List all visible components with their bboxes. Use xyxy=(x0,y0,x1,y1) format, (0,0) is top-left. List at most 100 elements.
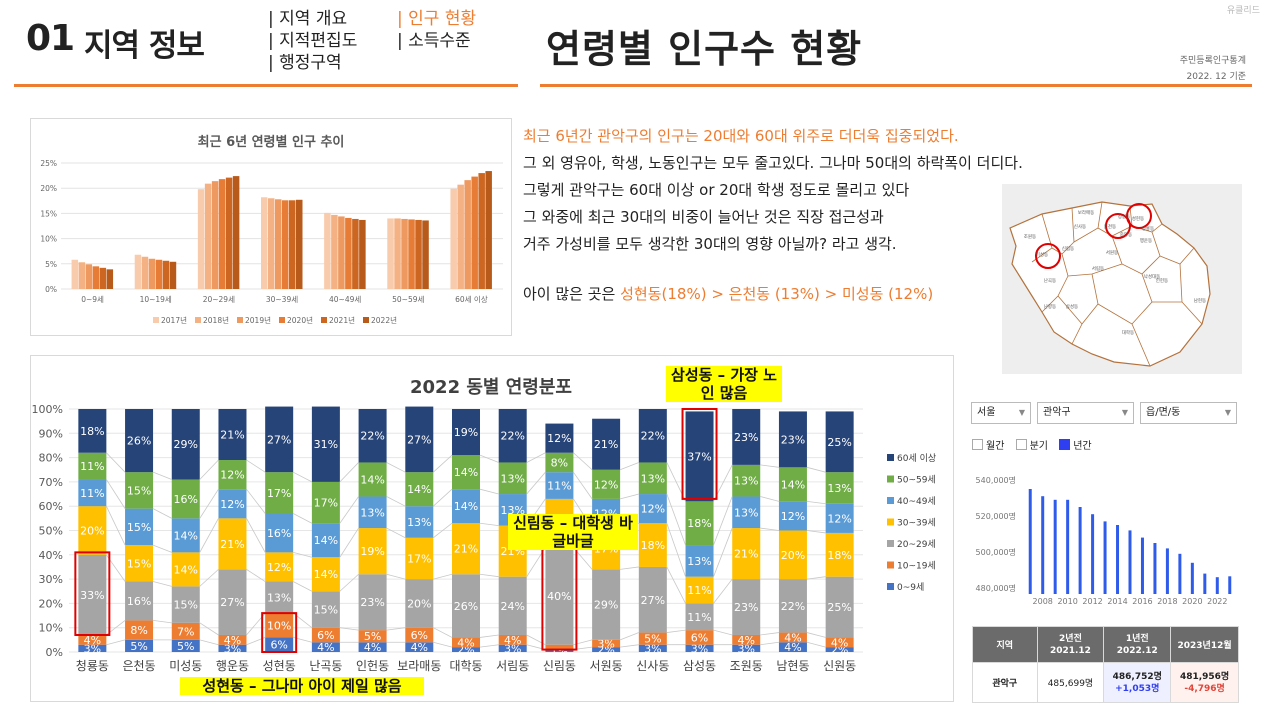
stacked-bar-segment xyxy=(171,622,200,640)
data-label: 19% xyxy=(454,426,478,439)
bar xyxy=(1178,553,1182,594)
stacked-bar-segment xyxy=(778,411,807,468)
data-label: 20% xyxy=(407,597,431,610)
bar xyxy=(359,219,366,289)
data-label: 3% xyxy=(597,637,614,650)
bar xyxy=(232,176,240,289)
data-label: 18% xyxy=(827,549,851,562)
series-line xyxy=(479,522,499,527)
series-line xyxy=(666,566,686,604)
dropdown-dong[interactable]: 읍/면/동 ▼ xyxy=(1140,402,1237,424)
stacked-bar-segment xyxy=(778,467,807,502)
stacked-bar-segment xyxy=(452,455,480,490)
data-label: 22% xyxy=(500,430,524,443)
series-line xyxy=(760,641,779,646)
stacked-bar-segment xyxy=(545,644,574,650)
data-label: 13% xyxy=(360,506,384,519)
data-label: 27% xyxy=(220,596,244,609)
bar xyxy=(345,217,352,289)
nav-item-cadastral-map[interactable]: | 지적편집도 xyxy=(268,31,358,51)
series-line xyxy=(433,573,453,580)
data-label: 23% xyxy=(734,601,758,614)
stacked-bar-segment xyxy=(405,642,434,652)
data-label: 22% xyxy=(781,600,805,613)
legend-swatch xyxy=(887,561,894,569)
stacked-bar-segment xyxy=(405,537,434,580)
table-cell-now: 481,956명 -4,796명 xyxy=(1170,662,1239,703)
stacked-bar-segment xyxy=(732,496,761,529)
stacked-bar-segment xyxy=(638,644,667,652)
nav-item-region-overview[interactable]: | 지역 개요 xyxy=(268,9,348,29)
stacked-bar-segment xyxy=(311,406,340,482)
data-label: 18% xyxy=(80,425,104,438)
data-label: 4% xyxy=(411,641,428,654)
population-trend-chart-wrap: 480,000명 500,000명 520,000명 540,000명 2008 2010… xyxy=(966,462,1248,616)
stacked-bar-segment xyxy=(638,409,667,463)
data-label: 13% xyxy=(641,472,665,485)
bar xyxy=(1228,576,1232,594)
stacked-bar-segment xyxy=(685,501,714,546)
bar xyxy=(204,183,212,289)
annotation-sillim: 신림동 – 대학생 바글바글 xyxy=(508,514,638,550)
data-label: 27% xyxy=(267,433,291,446)
series-line xyxy=(666,629,686,633)
data-label: 11% xyxy=(687,584,711,597)
dropdown-district[interactable]: 관악구 ▼ xyxy=(1037,402,1134,424)
data-label: 4% xyxy=(831,636,848,649)
analysis-line-5: 거주 가성비를 모두 생각한 30대의 영향 아닐까? 라고 생각. xyxy=(523,235,897,253)
bar xyxy=(148,258,156,289)
stacked-bar-segment xyxy=(218,460,247,490)
nav-item-population[interactable]: | 인구 현황 xyxy=(397,9,477,29)
stacked-bar-segment xyxy=(405,506,434,538)
series-line xyxy=(806,576,826,580)
stacked-bar-segment xyxy=(685,603,714,631)
analysis-line-6: 아이 많은 곳은 성현동(18%) > 은천동 (13%) > 미성동 (12%… xyxy=(523,281,1243,308)
stacked-bar-segment xyxy=(592,647,621,652)
data-label: 13% xyxy=(827,482,851,495)
map-district-label: 서림동 xyxy=(1092,265,1104,272)
checkbox-quarterly[interactable]: 분기 xyxy=(1015,439,1048,452)
x-tick-label: 10~19세 xyxy=(140,295,172,304)
legend-label: 2022년 xyxy=(371,315,397,325)
data-label: 13% xyxy=(407,516,431,529)
bar xyxy=(85,264,93,289)
stacked-bar-segment xyxy=(825,532,854,577)
stacked-bar-segment xyxy=(405,406,434,473)
series-line xyxy=(106,452,126,473)
series-line xyxy=(760,632,779,636)
data-label: 5% xyxy=(644,633,661,646)
data-label: 4% xyxy=(738,634,755,647)
dropdown-dong-value: 읍/면/동 xyxy=(1146,407,1181,418)
series-line xyxy=(106,479,126,509)
legend-label: 0~9세 xyxy=(897,582,924,593)
bar xyxy=(78,262,86,289)
data-label: 29% xyxy=(594,599,618,612)
bar xyxy=(338,216,345,289)
checkbox-monthly[interactable]: 월간 xyxy=(972,439,1004,452)
watermark: 유클리드 xyxy=(1226,6,1260,16)
series-line xyxy=(246,459,266,473)
legend-swatch xyxy=(887,454,894,461)
stacked-bar-segment xyxy=(405,579,434,628)
series-line xyxy=(433,522,453,539)
stacked-bar-segment xyxy=(218,644,247,652)
bar xyxy=(485,171,492,289)
stacked-bar-segment xyxy=(171,479,200,519)
population-table: 지역 2년전 2021.12 1년전 2022.12 2023년12월 관악구 … xyxy=(972,626,1239,703)
data-label: 15% xyxy=(127,521,151,534)
nav-item-income[interactable]: | 소득수준 xyxy=(397,31,471,51)
series-line xyxy=(293,551,312,558)
stacked-chart: 2022 동별 연령분포 0% 10% 20% 30% 40% 50% 60% 70% 80% 90… xyxy=(32,377,937,673)
dropdown-city[interactable]: 서울 ▼ xyxy=(971,402,1031,424)
nav-item-admin-district[interactable]: | 행정구역 xyxy=(268,53,342,73)
bar xyxy=(282,200,289,289)
stacked-bar-segment xyxy=(545,423,574,453)
legend-swatch xyxy=(887,475,894,483)
x-tick-label: 난곡동 xyxy=(309,659,342,673)
stacked-bar-segment xyxy=(265,552,294,582)
table-header-region: 지역 xyxy=(972,626,1038,663)
checkbox-yearly[interactable]: 년간 xyxy=(1059,439,1092,452)
stacked-bar-segment xyxy=(545,649,574,652)
data-label: 21% xyxy=(220,538,244,551)
series-line xyxy=(386,573,406,580)
